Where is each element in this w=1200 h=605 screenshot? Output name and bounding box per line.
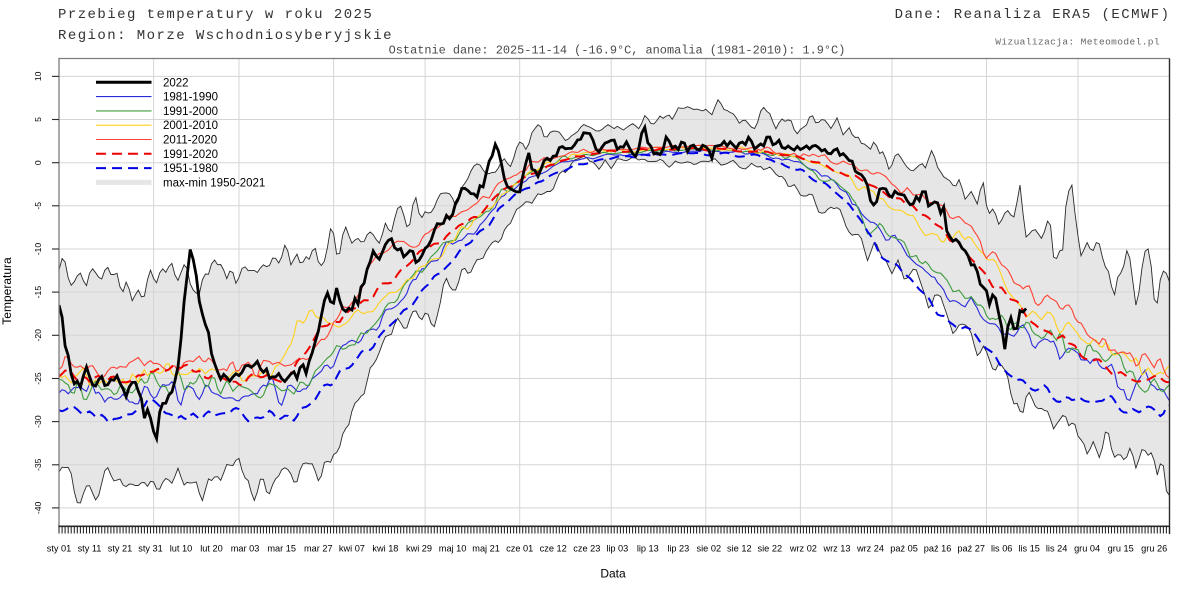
svg-text:-25: -25 [33, 372, 43, 385]
svg-text:mar 03: mar 03 [231, 544, 260, 554]
svg-text:lis 24: lis 24 [1046, 544, 1067, 554]
svg-text:sie 02: sie 02 [697, 544, 722, 554]
svg-text:Ostatnie dane: 2025-11-14 (-16: Ostatnie dane: 2025-11-14 (-16.9°C, anom… [389, 44, 846, 58]
svg-text:Region: Morze Wschodniosyberyj: Region: Morze Wschodniosyberyjskie [58, 28, 393, 44]
svg-text:-15: -15 [33, 286, 43, 299]
svg-text:-20: -20 [33, 329, 43, 342]
svg-text:2011-2020: 2011-2020 [163, 135, 217, 147]
svg-text:mar 27: mar 27 [304, 544, 333, 554]
svg-text:cze 23: cze 23 [573, 544, 600, 554]
svg-text:-30: -30 [33, 415, 43, 428]
svg-text:sty 21: sty 21 [108, 544, 133, 554]
svg-text:1951-1980: 1951-1980 [163, 163, 218, 175]
svg-text:wrz 24: wrz 24 [856, 544, 884, 554]
svg-text:paź 05: paź 05 [890, 544, 918, 554]
svg-text:gru 15: gru 15 [1108, 544, 1134, 554]
svg-text:maj 21: maj 21 [472, 544, 500, 554]
svg-text:paź 27: paź 27 [957, 544, 985, 554]
svg-text:gru 04: gru 04 [1074, 544, 1100, 554]
svg-text:paź 16: paź 16 [924, 544, 952, 554]
svg-text:sty 11: sty 11 [78, 544, 102, 554]
svg-text:lis 15: lis 15 [1018, 544, 1039, 554]
svg-text:gru 26: gru 26 [1141, 544, 1167, 554]
svg-text:sty 01: sty 01 [47, 544, 72, 554]
svg-text:1991-2020: 1991-2020 [163, 149, 218, 161]
svg-text:sie 22: sie 22 [758, 544, 783, 554]
svg-text:sie 12: sie 12 [727, 544, 752, 554]
svg-text:-35: -35 [33, 458, 43, 471]
svg-text:1991-2000: 1991-2000 [163, 106, 218, 118]
svg-text:lis 06: lis 06 [991, 544, 1012, 554]
svg-text:lip 03: lip 03 [606, 544, 628, 554]
svg-text:-5: -5 [33, 202, 43, 210]
svg-text:Przebieg temperatury w roku 20: Przebieg temperatury w roku 2025 [58, 7, 373, 23]
svg-text:Temperatura: Temperatura [0, 257, 14, 325]
svg-text:0: 0 [33, 160, 43, 165]
svg-text:1981-1990: 1981-1990 [163, 92, 218, 104]
svg-text:kwi 29: kwi 29 [406, 544, 432, 554]
svg-text:Wizualizacja: Meteomodel.pl: Wizualizacja: Meteomodel.pl [995, 37, 1160, 48]
svg-text:-40: -40 [33, 501, 43, 514]
svg-text:mar 15: mar 15 [267, 544, 296, 554]
svg-text:lut 20: lut 20 [200, 544, 222, 554]
svg-text:kwi 07: kwi 07 [339, 544, 365, 554]
svg-text:kwi 18: kwi 18 [372, 544, 398, 554]
svg-text:cze 12: cze 12 [540, 544, 567, 554]
svg-text:2001-2010: 2001-2010 [163, 120, 218, 132]
svg-text:max-min 1950-2021: max-min 1950-2021 [163, 177, 265, 189]
svg-text:lip 23: lip 23 [667, 544, 689, 554]
svg-text:2022: 2022 [163, 77, 189, 89]
svg-text:Dane: Reanaliza ERA5 (ECMWF): Dane: Reanaliza ERA5 (ECMWF) [895, 7, 1171, 23]
svg-text:5: 5 [33, 117, 43, 122]
svg-text:cze 01: cze 01 [506, 544, 533, 554]
svg-text:lut 10: lut 10 [170, 544, 192, 554]
svg-text:wrz 02: wrz 02 [789, 544, 817, 554]
svg-text:maj 10: maj 10 [439, 544, 467, 554]
svg-text:lip 13: lip 13 [637, 544, 659, 554]
svg-text:-10: -10 [33, 243, 43, 256]
svg-text:Data: Data [600, 567, 626, 581]
svg-text:sty 31: sty 31 [138, 544, 163, 554]
svg-text:10: 10 [33, 71, 43, 81]
svg-text:wrz 13: wrz 13 [822, 544, 850, 554]
